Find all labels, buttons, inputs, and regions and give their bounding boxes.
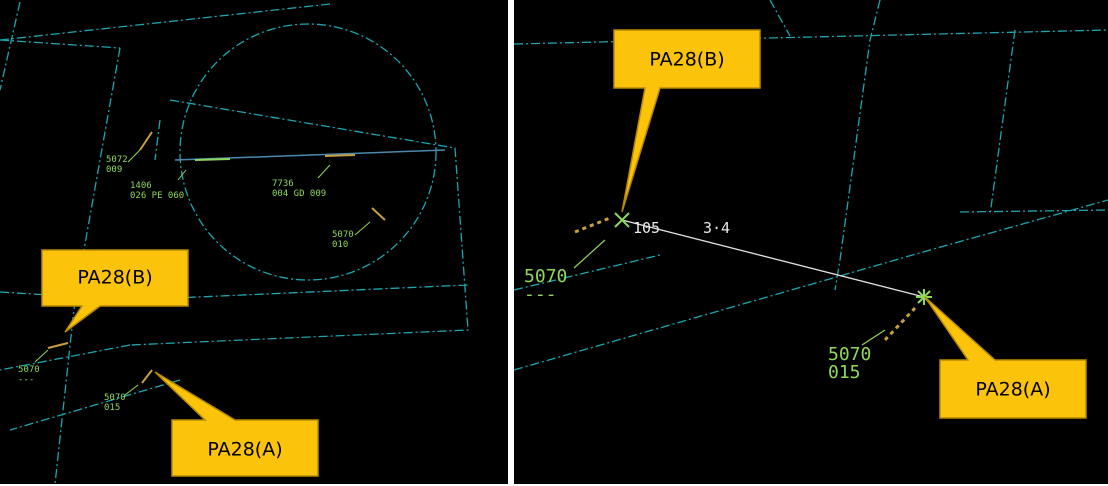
bearing: 105 (633, 219, 660, 237)
callout-label: PA28(A) (975, 379, 1050, 401)
callout-label: PA28(A) (207, 439, 282, 461)
track-code: 7736 (272, 179, 294, 189)
left-panel: 5072 009 1406 026 PE 060 7736 004 GD 009… (0, 0, 508, 484)
track-level: 015 (104, 403, 120, 413)
track-code: 5072 (106, 155, 128, 165)
track-level: --- (524, 284, 557, 305)
radar-screens: 5072 009 1406 026 PE 060 7736 004 GD 009… (0, 0, 1108, 486)
callout-label: PA28(B) (77, 267, 152, 289)
right-panel: 105 3·4 5070 --- 5070 015 PA28(B) PA28(A… (514, 0, 1108, 484)
track-code: 5070 (18, 365, 40, 375)
track-level: 026 PE 060 (130, 191, 184, 201)
callout-label: PA28(B) (649, 49, 724, 71)
track-level: 015 (828, 362, 861, 383)
track-code: 5070 (104, 393, 126, 403)
track-code: 5070 (332, 230, 354, 240)
track-code: 1406 (130, 181, 152, 191)
track-level: 010 (332, 240, 348, 250)
track-level: 009 (106, 165, 122, 175)
track-level: 004 GD 009 (272, 189, 326, 199)
distance: 3·4 (703, 219, 730, 237)
track-level: --- (18, 375, 34, 385)
